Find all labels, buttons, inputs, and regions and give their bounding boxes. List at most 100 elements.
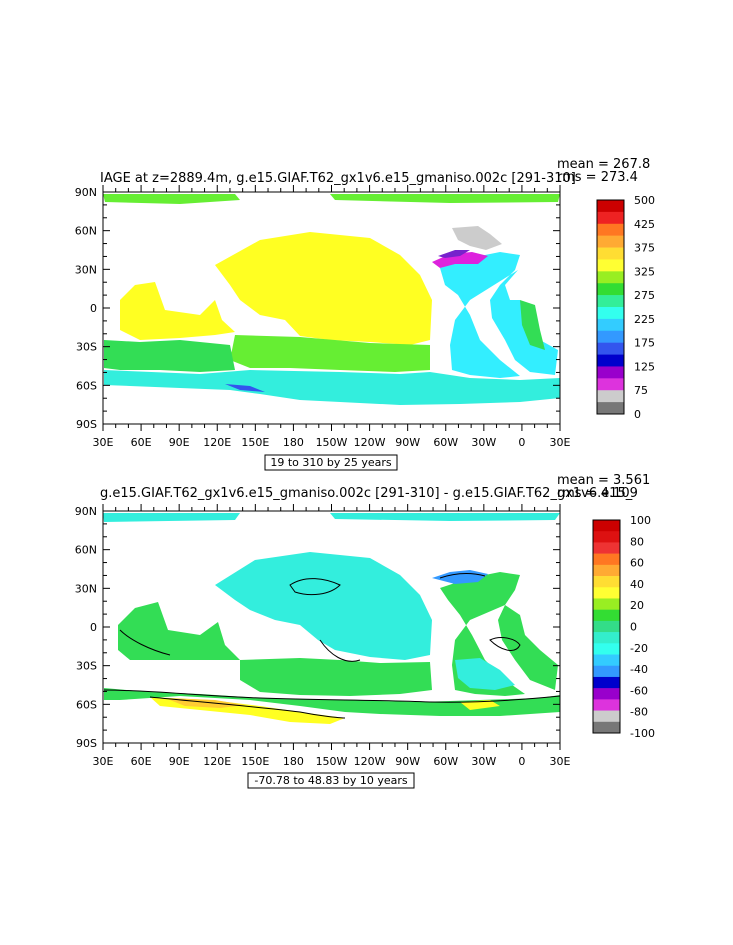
x-tick-label: 90E bbox=[169, 436, 190, 449]
panel-2-region-atlantic-cyan bbox=[455, 658, 515, 690]
panel-2-region-arctic-ocean-2 bbox=[330, 513, 560, 521]
colorbar-swatch bbox=[597, 283, 624, 296]
colorbar-swatch bbox=[597, 390, 624, 403]
colorbar-label: 0 bbox=[634, 408, 641, 421]
panel-1-colorbar: 500 425 375 325 275 225 175 125 75 0 bbox=[596, 194, 655, 421]
y-tick-label: 60N bbox=[75, 225, 97, 238]
panel-2-region-southern-ocean-green bbox=[104, 688, 560, 716]
colorbar-label: 75 bbox=[634, 384, 648, 397]
panel-2-contour-info-box bbox=[247, 772, 415, 789]
panel-2-contours bbox=[103, 573, 561, 719]
panel-1-region-southern-ocean-green bbox=[104, 340, 235, 372]
colorbar-label: -100 bbox=[630, 727, 655, 740]
colorbar-label: 500 bbox=[634, 194, 655, 207]
colorbar-swatch bbox=[593, 576, 620, 588]
x-tick-label: 30E bbox=[550, 436, 571, 449]
colorbar-swatch bbox=[593, 620, 620, 633]
x-tick-label: 120W bbox=[354, 755, 386, 768]
colorbar-label: 60 bbox=[630, 557, 644, 570]
panel-2-rms: rms = 4.109 bbox=[557, 486, 638, 501]
panel-1-region-arctic-ocean-2 bbox=[330, 194, 560, 203]
colorbar-swatch bbox=[593, 710, 620, 723]
colorbar-swatch bbox=[597, 247, 624, 260]
panel-1-region-south-pacific-green bbox=[230, 335, 430, 372]
panel-1-contour-info: 19 to 310 by 25 years bbox=[270, 456, 392, 469]
colorbar-swatch bbox=[593, 609, 620, 622]
colorbar-swatch bbox=[593, 643, 620, 655]
colorbar-label: 175 bbox=[634, 337, 655, 350]
y-tick-label: 60S bbox=[76, 379, 97, 392]
panel-2-region-arctic-ocean bbox=[103, 513, 240, 522]
colorbar-label: 80 bbox=[630, 535, 644, 548]
colorbar-swatch bbox=[597, 307, 624, 320]
y-tick-label: 90N bbox=[75, 186, 97, 199]
colorbar-swatch bbox=[597, 295, 624, 308]
panel-2-region-south-pacific-green bbox=[240, 658, 432, 696]
y-tick-label: 90S bbox=[76, 418, 97, 431]
colorbar-swatch bbox=[593, 721, 620, 734]
panel-2-colorbar: 100 80 60 40 20 0 -20 -40 -60 -80 -100 bbox=[592, 514, 655, 740]
colorbar-swatch bbox=[597, 402, 624, 415]
x-tick-label: 180 bbox=[283, 755, 304, 768]
y-tick-label: 60S bbox=[76, 698, 97, 711]
colorbar-label: 125 bbox=[634, 360, 655, 373]
panel-1-region-labrador-purple bbox=[438, 250, 470, 258]
colorbar-swatch bbox=[597, 211, 624, 225]
panel-1-region-south-indian-blue bbox=[225, 384, 265, 392]
x-tick-label: 120E bbox=[203, 436, 231, 449]
x-tick-label: 30E bbox=[550, 755, 571, 768]
colorbar-swatch bbox=[593, 632, 620, 644]
colorbar-label: 275 bbox=[634, 289, 655, 302]
colorbar-swatch bbox=[597, 354, 624, 367]
x-tick-label: 30W bbox=[471, 436, 496, 449]
colorbar-swatch bbox=[593, 564, 620, 577]
colorbar-swatch bbox=[593, 654, 620, 667]
colorbar-label: -40 bbox=[630, 663, 648, 676]
colorbar-label: 0 bbox=[630, 621, 637, 634]
panel-2-contour-info: -70.78 to 48.83 by 10 years bbox=[254, 774, 408, 787]
panel-2: g.e15.GIAF.T62_gx1v6.e15_gmaniso.002c [2… bbox=[75, 473, 655, 789]
x-tick-label: 150W bbox=[316, 755, 348, 768]
panel-2-region-south-atlantic-yellow bbox=[460, 700, 500, 710]
x-tick-label: 30E bbox=[93, 755, 114, 768]
x-tick-label: 60E bbox=[131, 436, 152, 449]
panel-1-title: IAGE at z=2889.4m, g.e15.GIAF.T62_gx1v6.… bbox=[100, 171, 576, 186]
panel-1-region-arctic-ocean bbox=[103, 194, 240, 204]
x-tick-label: 30W bbox=[471, 755, 496, 768]
y-tick-label: 30N bbox=[75, 263, 97, 276]
y-tick-label: 0 bbox=[90, 302, 97, 315]
colorbar-swatch bbox=[593, 688, 620, 700]
colorbar-swatch bbox=[597, 200, 624, 213]
panel-1-y-axis: 90N 60N 30N 0 30S 60S 90S bbox=[75, 186, 560, 431]
colorbar-swatch bbox=[593, 598, 620, 610]
y-tick-label: 30S bbox=[76, 341, 97, 354]
colorbar-swatch bbox=[593, 587, 620, 599]
panel-2-title: g.e15.GIAF.T62_gx1v6.e15_gmaniso.002c [2… bbox=[100, 486, 633, 501]
x-tick-label: 0 bbox=[518, 755, 525, 768]
x-tick-label: 90W bbox=[395, 755, 420, 768]
panel-2-region-pacific-cyan bbox=[215, 552, 432, 660]
x-tick-label: 60E bbox=[131, 755, 152, 768]
x-tick-label: 120W bbox=[354, 436, 386, 449]
colorbar-label: 225 bbox=[634, 313, 655, 326]
colorbar-label: 40 bbox=[630, 578, 644, 591]
panel-2-map bbox=[103, 513, 560, 724]
colorbar-frame bbox=[596, 199, 625, 415]
colorbar-label: 20 bbox=[630, 599, 644, 612]
x-tick-label: 0 bbox=[518, 436, 525, 449]
colorbar-label: 375 bbox=[634, 242, 655, 255]
panel-1-mean: mean = 267.8 bbox=[557, 157, 650, 172]
colorbar-swatch bbox=[597, 330, 624, 343]
colorbar-label: -80 bbox=[630, 706, 648, 719]
colorbar-label: 325 bbox=[634, 265, 655, 278]
x-tick-label: 90E bbox=[169, 755, 190, 768]
x-tick-label: 30E bbox=[93, 436, 114, 449]
y-tick-label: 0 bbox=[90, 621, 97, 634]
x-tick-label: 120E bbox=[203, 755, 231, 768]
panel-1-x-axis: 30E 60E 90E 120E 150E 180 150W 120W 90W 60W 30W 0 30… bbox=[93, 185, 571, 449]
panel-1-region-atlantic-cyan bbox=[440, 252, 558, 378]
colorbar-swatch bbox=[597, 223, 624, 236]
panel-1-region-north-pacific-yellow bbox=[215, 232, 432, 345]
x-tick-label: 150E bbox=[241, 436, 269, 449]
